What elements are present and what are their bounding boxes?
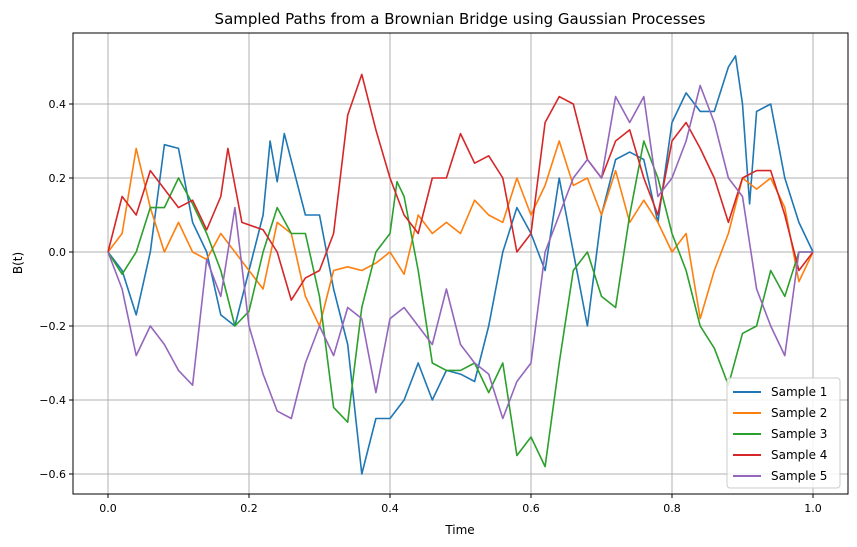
- legend-label: Sample 2: [771, 406, 827, 420]
- x-axis-label: Time: [444, 523, 474, 537]
- y-tick-label: −0.4: [39, 394, 66, 407]
- y-tick-label: 0.0: [49, 246, 67, 259]
- x-tick-label: 0.6: [522, 502, 540, 515]
- legend-label: Sample 4: [771, 448, 827, 462]
- y-ticks: −0.6 −0.4 −0.2 0.0 0.2 0.4: [39, 98, 73, 481]
- y-tick-label: 0.4: [49, 98, 67, 111]
- y-axis-label: B(t): [11, 252, 25, 274]
- grid: [73, 33, 848, 494]
- plot-frame: [72, 32, 849, 495]
- y-tick-label: 0.2: [49, 172, 67, 185]
- series-line-sample-5: [107, 84, 813, 420]
- series-line-sample-2: [107, 140, 814, 327]
- legend-box: [726, 377, 841, 489]
- x-tick-label: 1.0: [804, 502, 822, 515]
- x-tick-label: 0.8: [663, 502, 681, 515]
- series-lines: [107, 55, 814, 475]
- legend-label: Sample 3: [771, 427, 827, 441]
- x-ticks: 0.0 0.2 0.4 0.6 0.8 1.0: [99, 494, 822, 515]
- legend: Sample 1 Sample 2 Sample 3 Sample 4 Sample 5: [726, 377, 841, 489]
- x-tick-label: 0.4: [381, 502, 399, 515]
- chart-title: Sampled Paths from a Brownian Bridge usi…: [215, 10, 706, 28]
- legend-label: Sample 5: [771, 469, 827, 483]
- series-line-sample-4: [107, 73, 814, 301]
- series-line-sample-1: [107, 55, 814, 475]
- y-tick-label: −0.6: [39, 468, 66, 481]
- y-tick-label: −0.2: [39, 320, 66, 333]
- series-line-sample-3: [107, 140, 813, 468]
- x-tick-label: 0.0: [99, 502, 117, 515]
- legend-label: Sample 1: [771, 385, 827, 399]
- x-tick-label: 0.2: [240, 502, 258, 515]
